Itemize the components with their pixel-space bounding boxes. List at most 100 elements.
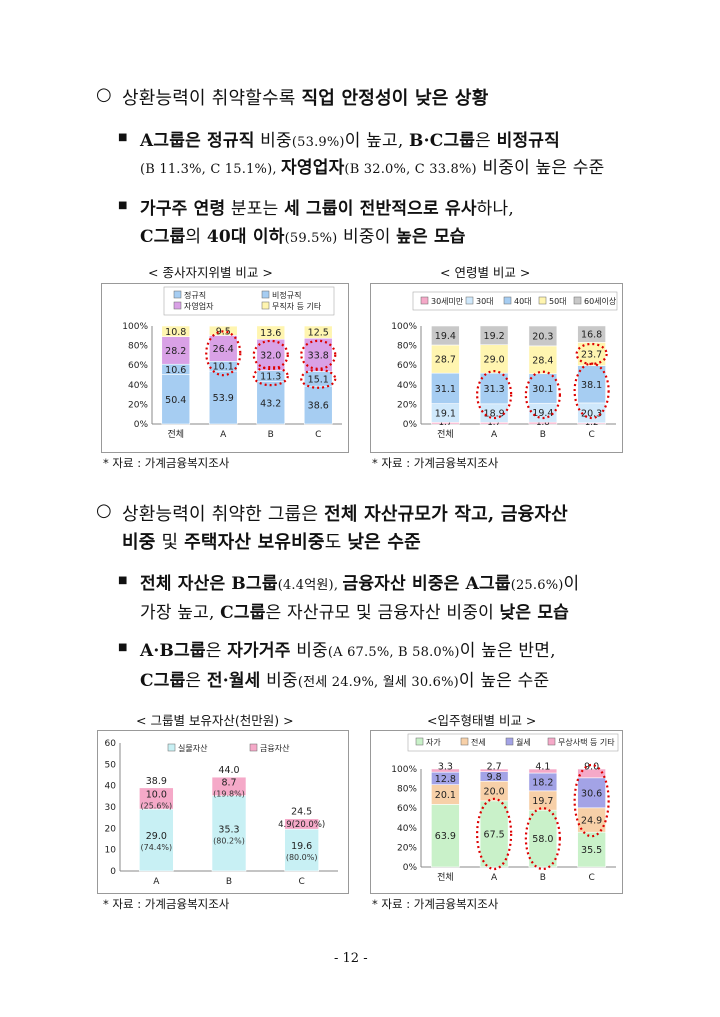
data-label: 28.4	[532, 355, 553, 366]
text-run: (25.6%)	[510, 578, 564, 593]
chart4-source: * 자료 : 가계금융복지조사	[372, 897, 499, 911]
text-run: 비중이 높은 수준	[476, 158, 605, 178]
data-label: 23.7	[581, 349, 602, 360]
bar-segment	[208, 335, 238, 362]
text-run: 세 그룹이 전반적으로 유사	[284, 199, 477, 219]
legend-label: 자가	[426, 738, 441, 747]
legend-swatch	[415, 737, 424, 746]
text-run: 비중	[290, 641, 328, 661]
text-run: 도	[324, 532, 348, 553]
data-label: 12.8	[435, 774, 456, 785]
bar-segment	[303, 325, 333, 339]
chart3-svg: 60 50 40 30 20 10 0 29.0(74.4%) 10.0(25.6%) A 38.9…	[105, 739, 338, 887]
chart2-frame: 100% 80% 60% 40% 20% 0% 1.7 19.1 31.1 28.7 19.4 전체 1…	[370, 283, 623, 453]
text-run: (B 32.0%, C 33.8%)	[344, 162, 477, 177]
legend-label: 자영업자	[184, 301, 214, 311]
y-tick-label: 40%	[397, 824, 417, 834]
text-run: C그룹	[140, 671, 186, 691]
legend-label: 금융자산	[260, 743, 290, 753]
legend-swatch	[505, 737, 514, 746]
text-run: 이 높은 반면,	[459, 641, 556, 661]
y-tick-label: 50	[105, 760, 117, 770]
bar-segment	[284, 818, 319, 830]
text-run: 비정규직	[496, 131, 560, 151]
data-label: 30.6	[581, 788, 602, 799]
legend-swatch	[465, 296, 474, 305]
bar-segment	[577, 325, 606, 343]
data-label: 35.3	[218, 824, 239, 835]
chart1-svg: 100% 80% 60% 40% 20% 0% 50.4 10.6 28.2 10.8 전체 53.9…	[122, 286, 342, 440]
square-bullet-icon: ■	[118, 132, 128, 143]
data-label: 1.7	[439, 418, 453, 428]
data-label: 10.6	[165, 365, 186, 376]
legend-label: 실물자산	[178, 743, 208, 753]
highlight-ellipse	[476, 370, 513, 420]
text-run: 은	[185, 671, 207, 691]
data-share-label: (74.4%)	[141, 843, 173, 852]
data-label: 19.2	[484, 331, 505, 342]
data-label: 1.7	[487, 418, 501, 428]
data-label: 3.3	[438, 761, 453, 772]
legend-frame	[412, 291, 618, 311]
y-tick-label: 60	[105, 739, 117, 749]
bar-segment	[577, 768, 606, 779]
chart2-svg: 100%80%60%40%20%0% 1.719.131.128.719.4전체1…	[391, 291, 618, 440]
text-run: 전·월세	[206, 671, 261, 691]
y-tick-label: 0	[110, 867, 116, 877]
data-label: 4.9(20.0%)	[278, 820, 325, 830]
y-tick-label: 20%	[128, 400, 148, 410]
highlight-ellipse	[300, 368, 337, 389]
data-label: 31.3	[484, 384, 505, 395]
data-label: 16.8	[581, 330, 602, 341]
s2-bullet2-line2: C그룹은 전·월세 비중(전세 24.9%, 월세 30.6%)이 높은 수준	[140, 666, 549, 691]
legend-swatch	[503, 296, 512, 305]
section1-heading: 상환능력이 취약할수록 직업 안정성이 낮은 상황	[122, 88, 489, 109]
text-run: 전체 자산은 B그룹	[140, 574, 278, 594]
data-label: 13.6	[260, 328, 281, 339]
chart3-source: * 자료 : 가계금융복지조사	[103, 897, 230, 911]
data-label: 20.3	[532, 331, 553, 342]
bar-segment	[528, 373, 558, 404]
data-label: 38.6	[308, 401, 329, 412]
bar-segment	[303, 337, 333, 372]
text-run: C그룹	[220, 603, 266, 623]
square-bullet-icon: ■	[118, 642, 128, 653]
text-run: 이 높고,	[344, 131, 410, 151]
legend-swatch	[460, 737, 469, 746]
data-label: 32.0	[260, 350, 281, 361]
x-tick-label: A	[153, 877, 160, 887]
chart1-source: * 자료 : 가계금융복지조사	[103, 456, 230, 470]
x-tick-label: C	[588, 430, 594, 440]
data-label: 24.9	[581, 816, 602, 827]
data-label: 19.1	[435, 408, 456, 419]
highlight-ellipse	[575, 342, 608, 366]
bar-segment	[528, 325, 558, 347]
text-run: (A 67.5%, B 58.0%)	[327, 645, 460, 660]
data-label: 67.5	[484, 829, 505, 840]
legend-swatch	[573, 296, 582, 305]
text-run: 이	[563, 574, 580, 594]
data-label: 63.9	[435, 831, 456, 842]
total-label: 24.5	[291, 807, 312, 818]
y-tick-label: 0%	[403, 420, 418, 430]
y-tick-label: 100%	[391, 765, 417, 775]
highlight-ellipse	[524, 370, 561, 420]
text-run: (53.9%)	[291, 135, 345, 150]
text-run: 비중	[260, 671, 298, 691]
highlight-ellipse	[573, 763, 610, 838]
y-tick-label: 30	[105, 803, 117, 813]
data-label: 9.0	[584, 762, 599, 773]
data-share-label: (19.8%)	[213, 789, 245, 798]
s2-bullet2-line1: A·B그룹은 자가거주 비중(A 67.5%, B 58.0%)이 높은 반면,	[140, 636, 556, 661]
bar-segment	[284, 828, 319, 872]
bar-segment	[479, 768, 509, 772]
data-label: 20.1	[435, 790, 456, 801]
data-label: 43.2	[260, 398, 281, 409]
y-tick-label: 40%	[397, 381, 417, 391]
legend-label: 무상사택 등 기타	[558, 737, 615, 747]
x-tick-label: B	[226, 877, 232, 887]
legend-swatch	[261, 301, 270, 310]
text-run: 분포는	[225, 199, 285, 219]
data-label: 19.4	[532, 408, 553, 419]
legend-label: 30대	[476, 297, 494, 306]
